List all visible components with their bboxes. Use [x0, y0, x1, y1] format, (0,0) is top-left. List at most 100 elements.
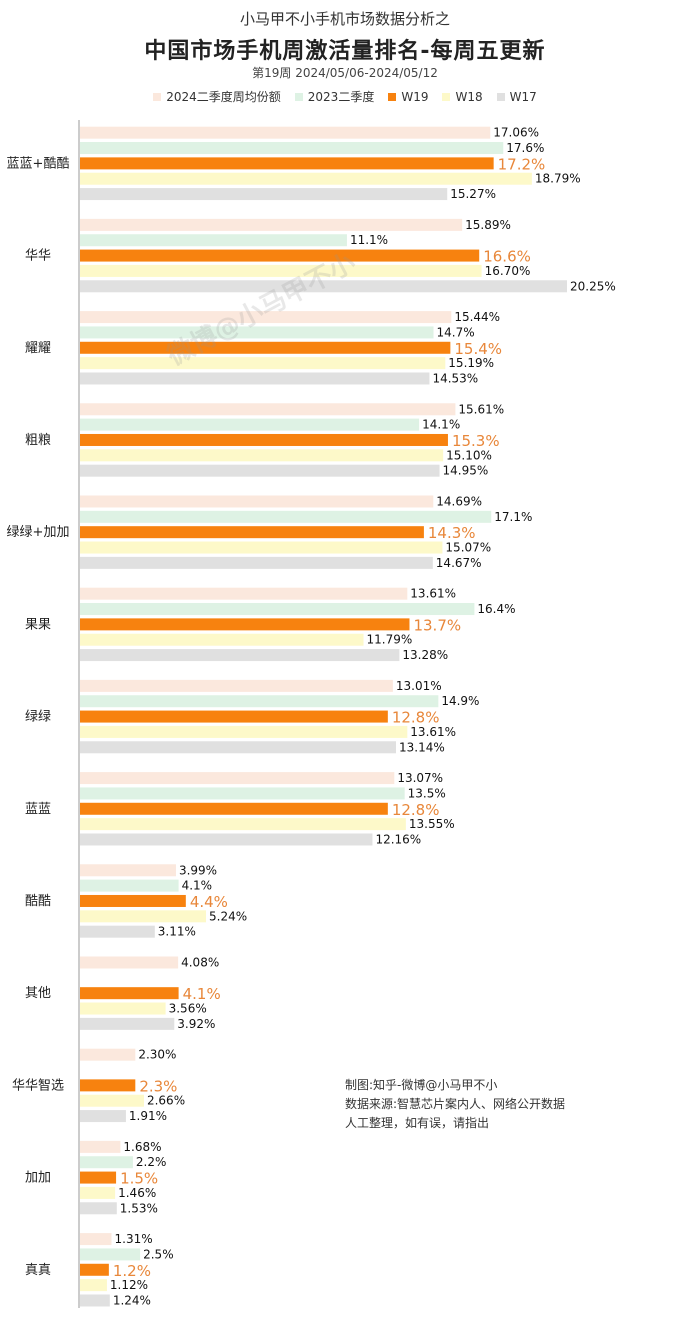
bar	[80, 894, 186, 907]
bar	[80, 234, 347, 247]
bar	[80, 1279, 107, 1292]
data-label: 15.10%	[446, 448, 492, 462]
data-label: 15.89%	[465, 218, 511, 232]
data-label: 14.7%	[437, 325, 475, 339]
data-label: 12.8%	[392, 709, 440, 727]
bar	[80, 142, 504, 155]
bar	[80, 618, 410, 631]
note-line-1: 制图:知乎-微博@小马甲不小	[345, 1078, 498, 1092]
legend-swatch	[496, 92, 505, 101]
bar	[80, 280, 567, 293]
category-label: 耀耀	[25, 341, 51, 356]
bar	[80, 910, 207, 923]
data-label: 1.46%	[118, 1186, 156, 1200]
data-label: 14.9%	[441, 694, 479, 708]
data-label: 15.44%	[454, 310, 500, 324]
data-label: 13.7%	[413, 616, 461, 634]
bar	[80, 1048, 136, 1061]
data-label: 17.06%	[493, 126, 539, 140]
data-label: 13.61%	[410, 587, 456, 601]
category-label: 真真	[25, 1263, 51, 1278]
bar	[80, 372, 430, 385]
chart-legend: 2024二季度周均份额 2023二季度 W19 W18 W17	[0, 88, 690, 105]
legend-swatch	[388, 92, 397, 101]
data-label: 17.1%	[494, 510, 532, 524]
data-label: 15.07%	[445, 541, 491, 555]
category-label: 酷酷	[25, 894, 51, 909]
legend-swatch	[153, 92, 162, 101]
bar	[80, 433, 448, 446]
bar	[80, 403, 456, 416]
bar	[80, 1017, 175, 1030]
bar	[80, 157, 494, 170]
legend-swatch	[442, 92, 451, 101]
bar	[80, 526, 424, 539]
legend-label: W19	[401, 89, 429, 104]
bar	[80, 649, 400, 662]
category-label: 蓝蓝+酷酷	[7, 156, 70, 171]
bar	[80, 1094, 144, 1107]
data-label: 14.1%	[422, 418, 460, 432]
bar	[80, 818, 406, 831]
data-label: 12.8%	[392, 801, 440, 819]
data-label: 2.3%	[139, 1077, 177, 1095]
bar	[80, 188, 448, 201]
legend-item: W17	[496, 88, 537, 105]
bar	[80, 603, 475, 616]
bar	[80, 633, 364, 646]
data-label: 14.3%	[428, 524, 476, 542]
data-label: 14.67%	[436, 556, 482, 570]
bar	[80, 725, 408, 738]
bar	[80, 1233, 112, 1246]
legend-label: W18	[455, 89, 483, 104]
bar	[80, 556, 433, 569]
data-label: 4.1%	[183, 985, 221, 1003]
data-label: 3.99%	[179, 863, 217, 877]
data-label: 11.1%	[350, 233, 388, 247]
chart-period: 第19周 2024/05/06-2024/05/12	[252, 66, 438, 80]
bar	[80, 1202, 117, 1215]
data-label: 1.24%	[113, 1293, 151, 1307]
bar	[80, 1140, 121, 1153]
legend-swatch	[294, 92, 303, 101]
bar	[80, 833, 373, 846]
category-label: 华华智选	[12, 1078, 64, 1093]
category-label: 华华	[25, 249, 51, 264]
bar	[80, 341, 451, 354]
bar	[80, 510, 492, 523]
chart-note: 制图:知乎-微博@小马甲不小 数据来源:智慧芯片案内人、网络公开数据 人工整理，…	[345, 1076, 565, 1133]
category-label: 其他	[25, 986, 51, 1001]
data-label: 4.1%	[182, 879, 213, 893]
data-label: 12.16%	[375, 832, 421, 846]
category-label: 绿绿+加加	[7, 525, 70, 540]
legend-label: 2023二季度	[307, 90, 375, 104]
bar	[80, 311, 452, 324]
data-label: 16.70%	[485, 264, 531, 278]
legend-item: W18	[442, 88, 483, 105]
note-line-2: 数据来源:智慧芯片案内人、网络公开数据	[345, 1097, 566, 1111]
bar	[80, 541, 443, 554]
bar	[80, 587, 408, 600]
data-label: 2.30%	[138, 1048, 176, 1062]
bar	[80, 787, 405, 800]
data-label: 2.66%	[147, 1094, 185, 1108]
data-label: 15.3%	[452, 432, 500, 450]
data-label: 3.56%	[169, 1002, 207, 1016]
data-label: 17.2%	[498, 155, 546, 173]
data-label: 15.27%	[450, 187, 496, 201]
bar	[80, 1186, 116, 1199]
bar	[80, 218, 463, 231]
data-label: 1.68%	[123, 1140, 161, 1154]
data-label: 13.07%	[397, 771, 443, 785]
data-label: 16.4%	[477, 602, 515, 616]
bar	[80, 679, 393, 692]
data-label: 11.79%	[367, 633, 413, 647]
bar	[80, 249, 480, 262]
data-label: 13.55%	[409, 817, 455, 831]
data-label: 13.01%	[396, 679, 442, 693]
data-label: 15.4%	[454, 340, 502, 358]
bar	[80, 1171, 117, 1184]
note-line-3: 人工整理，如有误，请指出	[345, 1116, 490, 1130]
data-label: 1.53%	[120, 1201, 158, 1215]
bar	[80, 1156, 133, 1169]
